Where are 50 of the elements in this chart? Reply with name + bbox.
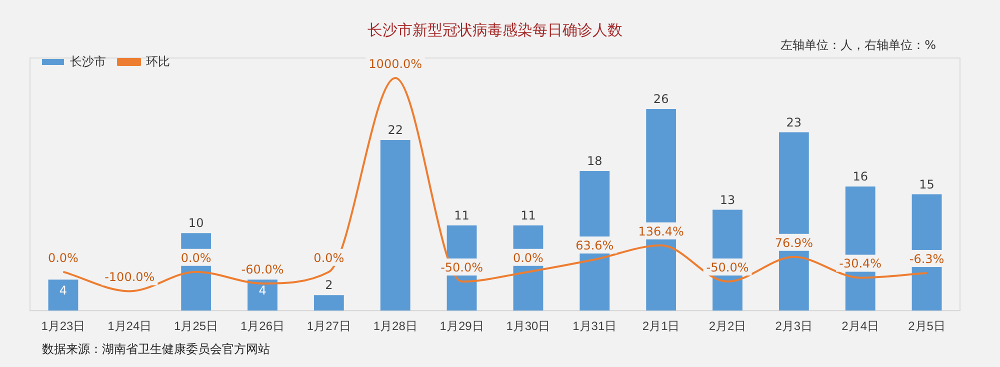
data-label: 4 bbox=[258, 284, 266, 298]
data-label: 23 bbox=[786, 115, 802, 130]
data-label: -30.4% bbox=[839, 256, 882, 271]
data-label: 18 bbox=[587, 154, 602, 168]
data-label: -6.3% bbox=[909, 252, 944, 266]
data-label: -100.0% bbox=[104, 270, 155, 284]
data-label: 0.0% bbox=[314, 250, 344, 265]
data-label: 63.6% bbox=[576, 238, 614, 253]
bar bbox=[380, 140, 410, 311]
data-label: 11 bbox=[454, 208, 470, 222]
x-tick-label: 1月26日 bbox=[240, 319, 285, 334]
x-tick-label: 1月29日 bbox=[440, 319, 484, 334]
legend-label: 长沙市 bbox=[70, 54, 106, 68]
bar bbox=[248, 280, 278, 311]
x-tick-label: 2月3日 bbox=[775, 319, 813, 334]
data-label: 0.0% bbox=[512, 250, 544, 265]
x-tick-label: 2月5日 bbox=[908, 319, 946, 334]
data-label: 4 bbox=[59, 284, 68, 298]
source-note: 数据来源：湖南省卫生健康委员会官方网站 bbox=[42, 341, 270, 358]
bar bbox=[48, 280, 78, 311]
data-label: 0.0% bbox=[180, 250, 212, 265]
x-tick-label: 2月2日 bbox=[708, 319, 746, 334]
x-tick-label: 1月25日 bbox=[174, 319, 218, 334]
data-label: -60.0% bbox=[241, 262, 284, 276]
data-label: 13 bbox=[720, 192, 736, 207]
x-tick-label: 1月24日 bbox=[108, 319, 152, 334]
data-label: 0.0% bbox=[48, 250, 78, 265]
bar bbox=[314, 295, 344, 311]
text: 左轴单位：人，右轴单位：% bbox=[780, 37, 936, 54]
x-tick-label: 1月30日 bbox=[506, 319, 550, 334]
data-label: 11 bbox=[520, 208, 536, 222]
data-label: -50.0% bbox=[440, 260, 484, 275]
data-label: -50.0% bbox=[706, 260, 749, 275]
data-label: 136.4% bbox=[638, 224, 684, 238]
data-label: 26 bbox=[653, 92, 669, 106]
x-tick-label: 1月27日 bbox=[306, 319, 351, 334]
data-label: 15 bbox=[919, 177, 934, 192]
data-label: 1000.0% bbox=[368, 57, 422, 71]
data-label: 2 bbox=[325, 278, 333, 292]
chart-title: 长沙市新型冠状病毒感染每日确诊人数 bbox=[368, 20, 622, 39]
data-label: 76.9% bbox=[774, 236, 813, 250]
data-label: 22 bbox=[388, 123, 403, 138]
data-label: 10 bbox=[188, 216, 204, 230]
x-tick-label: 1月31日 bbox=[572, 319, 617, 334]
data-label: 16 bbox=[852, 170, 868, 184]
x-tick-label: 1月28日 bbox=[373, 319, 418, 334]
x-tick-label: 2月4日 bbox=[842, 319, 880, 334]
legend-label: 环比 bbox=[146, 54, 170, 68]
x-tick-label: 2月1日 bbox=[642, 319, 680, 334]
x-tick-label: 1月23日 bbox=[41, 319, 86, 334]
